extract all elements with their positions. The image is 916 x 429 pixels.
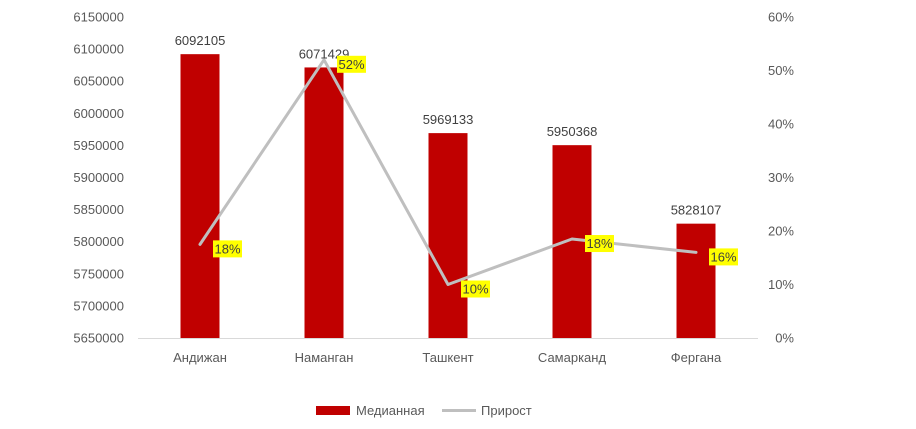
left-axis-tick-label: 5850000 [73, 202, 124, 217]
legend: Медианная Прирост [316, 403, 532, 418]
line-data-label: 18% [214, 241, 240, 256]
line-label-highlight [337, 55, 366, 73]
left-axis-tick-label: 5800000 [73, 234, 124, 249]
legend-swatch-bar [316, 406, 350, 415]
right-axis-tick-label: 0% [775, 331, 794, 346]
bar [304, 67, 344, 339]
left-axis-tick-label: 6000000 [73, 106, 124, 121]
x-axis-tick-label: Самарканд [538, 350, 607, 365]
x-axis-tick-label: Наманган [295, 350, 354, 365]
left-axis-tick-label: 6100000 [73, 42, 124, 57]
line-label-highlight [461, 280, 490, 298]
line-data-label: 52% [338, 57, 364, 72]
right-axis: 0% 10% 20% 30% 40% 50% 60% [768, 10, 794, 346]
left-axis-tick-label: 5950000 [73, 138, 124, 153]
right-axis-tick-label: 20% [768, 224, 794, 239]
right-axis-tick-label: 40% [768, 117, 794, 132]
left-axis: 5650000 5700000 5750000 5800000 5850000 59000… [73, 10, 124, 346]
bar-data-label: 6071429 [299, 46, 350, 61]
bar-data-label: 6092105 [175, 33, 226, 48]
left-axis-tick-label: 5700000 [73, 298, 124, 313]
line-label-highlight [585, 235, 614, 253]
x-axis-tick-label: Ташкент [422, 350, 473, 365]
bar [676, 223, 716, 338]
bar [428, 133, 468, 338]
line-data-label: 16% [710, 249, 736, 264]
line-label-highlight [709, 248, 738, 266]
legend-label-line: Прирост [481, 403, 532, 418]
right-axis-tick-label: 60% [768, 10, 794, 25]
left-axis-tick-label: 5900000 [73, 170, 124, 185]
line-series: 18% 52% 10% 18% 16% [198, 55, 738, 298]
left-axis-tick-label: 5750000 [73, 266, 124, 281]
line-label-highlight [213, 240, 242, 258]
legend-label-bar: Медианная [356, 403, 425, 418]
x-axis-tick-label: Фергана [671, 350, 722, 365]
bar-data-label: 5969133 [423, 112, 474, 127]
line-data-label: 18% [586, 236, 612, 251]
right-axis-tick-label: 50% [768, 63, 794, 78]
left-axis-tick-label: 5650000 [73, 331, 124, 346]
bar-data-label: 5950368 [547, 124, 598, 139]
left-axis-tick-label: 6050000 [73, 74, 124, 89]
left-axis-tick-label: 6150000 [73, 10, 124, 25]
right-axis-tick-label: 30% [768, 170, 794, 185]
line-data-label: 10% [462, 282, 488, 297]
bar-series: 6092105 6071429 5969133 5950368 5828107 [175, 33, 722, 339]
x-axis-tick-label: Андижан [173, 350, 227, 365]
bar-data-label: 5828107 [671, 203, 722, 218]
right-axis-tick-label: 10% [768, 277, 794, 292]
x-axis: Андижан Наманган Ташкент Самарканд Фергана [173, 350, 722, 365]
bar [180, 54, 220, 339]
